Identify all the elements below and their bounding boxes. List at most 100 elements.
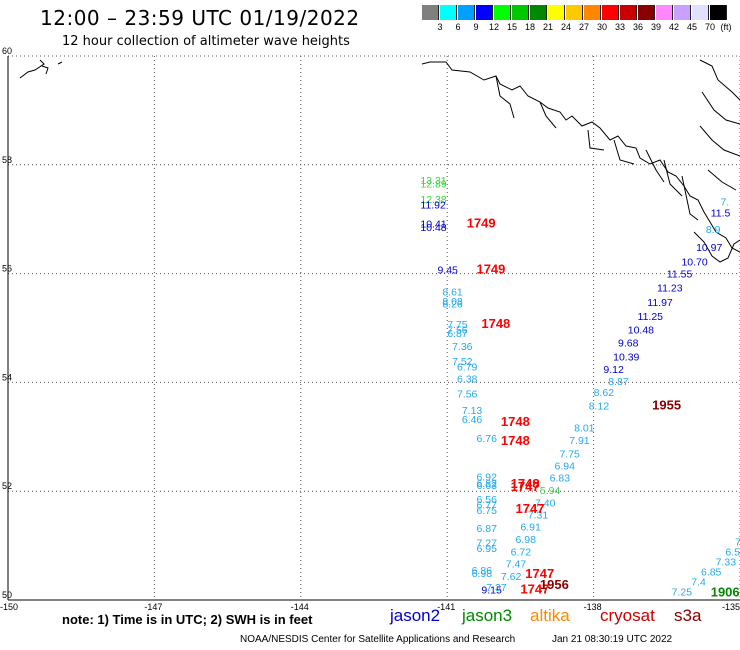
pass-time-label: 1747 [525,566,554,581]
wave-height-value: 8.08 [442,296,463,308]
latitude-label: 56 [2,264,12,274]
wave-height-value: 11.5 [711,207,731,219]
wave-height-value: 6.79 [457,361,478,373]
legend-tick-label: 33 [614,22,625,32]
wave-height-value: 7.1 [735,537,740,549]
legend-swatch [656,5,673,20]
wave-height-value: 10.48 [628,324,654,336]
wave-height-value: 7.56 [447,324,468,336]
pass-time-labels: 1749174917481748174817481747174717471747… [467,215,740,599]
wave-height-value: 10.97 [696,242,722,254]
wave-height-value: 10.41 [420,218,446,230]
pass-time-label: 1955 [652,398,681,413]
wave-height-value: 6.87 [476,523,497,535]
wave-height-value: 6.75 [476,505,497,517]
longitude-label: -150 [0,602,18,612]
wave-height-value: 11.23 [657,283,683,295]
legend-tick-label: 42 [668,22,679,32]
pass-time-label: 1747 [511,479,540,494]
satellite-legend-s3a: s3a [674,606,702,625]
longitude-label: -144 [291,602,309,612]
legend-swatch [638,5,655,20]
wave-height-value: 6.56 [725,546,740,558]
legend-tick-label: 12 [488,22,499,32]
wave-height-value: 7.27 [476,538,497,550]
wave-height-value: 6.46 [462,414,483,426]
pass-time-label: 1749 [476,262,505,277]
wave-height-value: 6.63 [476,480,497,492]
wave-height-value: 8.87 [608,376,629,388]
legend-swatch [602,5,619,20]
wave-height-value: 13.31 [420,175,446,187]
wave-height-value: 6.91 [520,521,541,533]
wave-height-value: 5.94 [540,485,561,497]
wave-height-value: 6.76 [476,433,497,445]
map-grid [7,55,740,601]
pass-time-label: 1748 [481,316,510,331]
wave-height-value: 9.45 [437,265,458,277]
chart-title: 12:00 – 23:59 UTC 01/19/2022 [40,6,360,30]
wave-height-value: 7.4 [691,576,706,588]
legend-tick-label: 30 [596,22,607,32]
wave-height-value: 7. [720,197,729,209]
wave-height-value: 11.97 [647,297,673,309]
wave-height-values: 13.3112.8912.3811.9210.4110.489.458.618.… [420,175,740,599]
legend-tick-label: 45 [686,22,697,32]
footnote: note: 1) Time is in UTC; 2) SWH is in fe… [62,612,313,627]
satellite-legend-altika: altika [530,606,570,625]
wave-height-value: 7.40 [535,497,556,509]
wave-height-value: 6.77 [476,500,497,512]
legend-swatch [566,5,583,20]
pass-time-label: 1956 [540,577,569,592]
pass-time-label: 1748 [501,433,530,448]
legend-tick-label: 6 [455,22,461,32]
wave-height-value: 7.75 [447,319,468,331]
legend-unit-label: (ft) [720,22,732,32]
legend-tick-label: 36 [632,22,643,32]
wave-height-value: 7.31 [528,509,549,521]
wave-height-value: 7.75 [559,448,580,460]
wave-height-value: 8.26 [442,298,463,310]
wave-height-value: 8.9 [706,224,721,236]
wave-height-value: 6.86 [472,565,493,577]
wave-height-value: 8.61 [442,286,463,298]
legend-tick-label: 24 [560,22,571,32]
wave-height-value: 6.98 [472,568,493,580]
wave-height-value: 8.12 [589,401,610,413]
legend-tick-label: 21 [542,22,553,32]
latitude-label: 60 [2,46,12,56]
wave-height-value: 7.33 [716,557,737,569]
timestamp: Jan 21 08:30:19 UTC 2022 [552,634,673,645]
legend-tick-label: 15 [506,22,517,32]
wave-height-value: 6.98 [516,534,537,546]
pass-time-label: 1747 [516,501,545,516]
wave-height-value: 7.52 [452,356,473,368]
chart-subtitle: 12 hour collection of altimeter wave hei… [62,34,350,49]
wave-height-value: 7.56 [457,389,478,401]
wave-height-value: 6.94 [555,460,576,472]
wave-height-value: 7.91 [569,435,590,447]
satellite-legend-cryosat: cryosat [600,606,655,625]
latitude-label: 52 [2,481,12,491]
legend-swatch [422,5,439,20]
longitude-label: -135 [722,602,740,612]
pass-time-label: 1749 [467,215,496,230]
wave-height-value: 6.38 [457,373,478,385]
wave-height-value: 6.92 [476,471,497,483]
wave-height-value: 9.68 [618,337,639,349]
longitude-label: -141 [437,602,455,612]
legend-swatch [692,5,709,20]
wave-height-value: 11.25 [638,311,664,323]
satellite-legend-jason2: jason2 [390,606,441,625]
wave-height-value: 6.82 [476,478,497,490]
wave-height-value: 12.38 [420,194,446,206]
legend-swatch [710,5,727,20]
legend-swatch [530,5,547,20]
wave-height-value: 12.89 [420,179,446,191]
pass-time-label: 1747 [520,581,549,596]
wave-height-value: 9.15 [481,584,502,596]
legend-tick-label: 3 [437,22,443,32]
wave-height-value: 7.62 [501,571,522,583]
latitude-label: 58 [2,155,12,165]
